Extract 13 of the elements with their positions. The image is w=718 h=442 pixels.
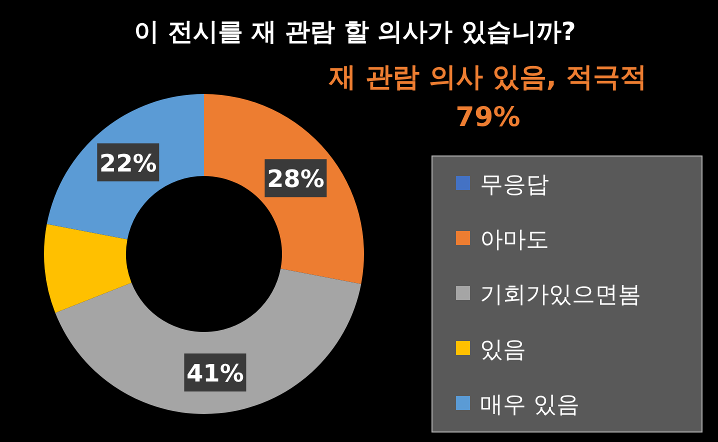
legend-label: 매우 있음 <box>480 392 580 418</box>
donut-slice <box>55 268 362 414</box>
chart-title: 이 전시를 재 관람 할 의사가 있습니까? <box>134 17 576 46</box>
legend-label: 기회가있으면봄 <box>480 282 641 308</box>
legend-label: 무응답 <box>480 172 549 198</box>
data-label: 41% <box>186 359 244 388</box>
data-label: 28% <box>266 165 324 194</box>
legend-label: 아마도 <box>480 227 549 253</box>
data-label: 22% <box>99 149 157 178</box>
legend-label: 있음 <box>480 337 526 363</box>
donut-slice <box>44 224 132 313</box>
text: 79% <box>456 102 520 133</box>
text: 재 관람 의사 있음, 적극적 <box>328 62 647 93</box>
